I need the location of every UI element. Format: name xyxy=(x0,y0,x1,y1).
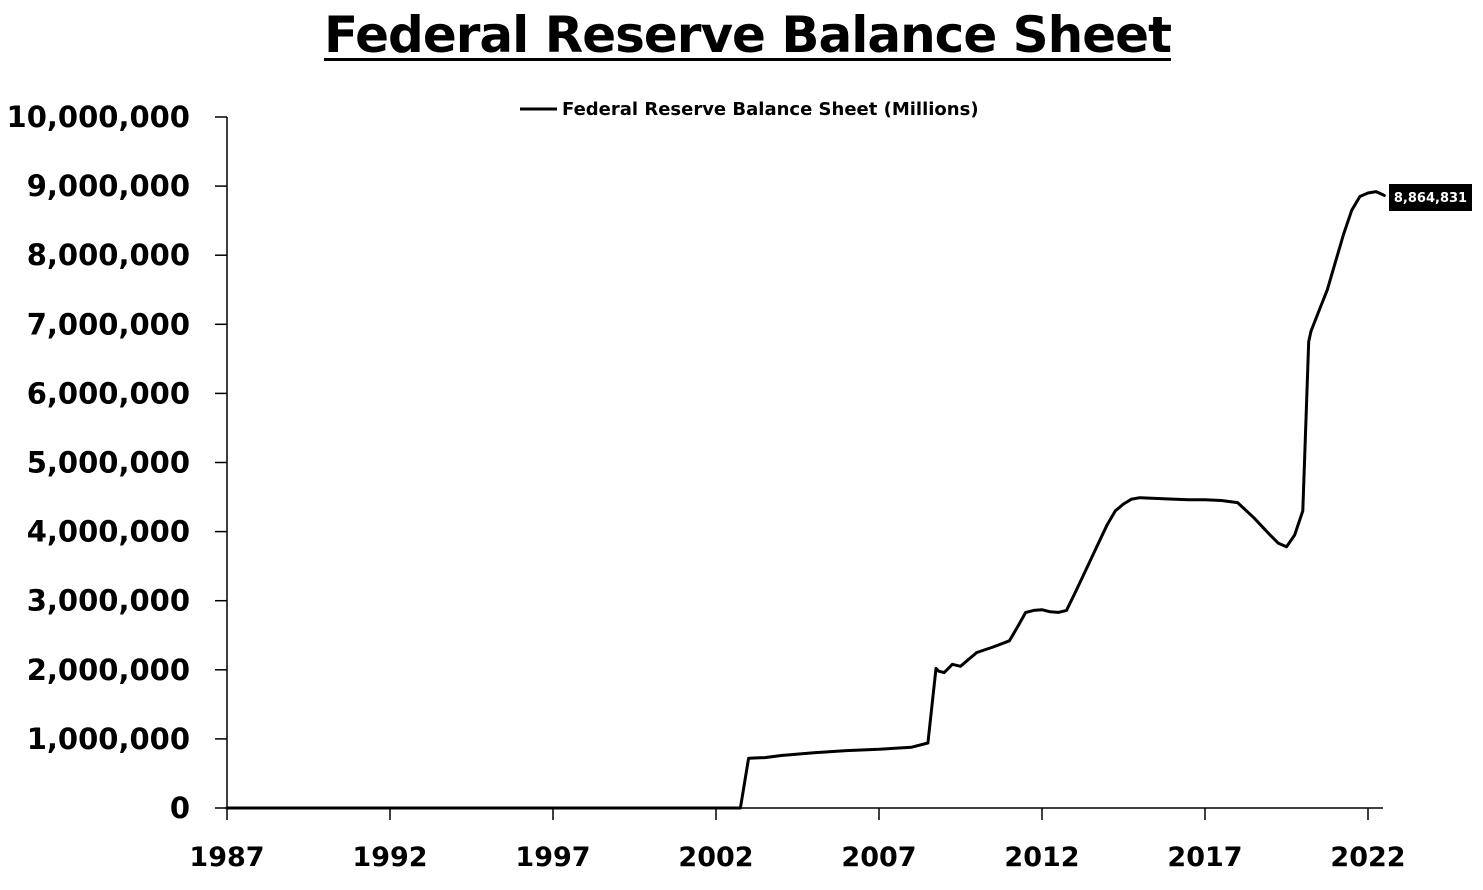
x-tick-label: 1992 xyxy=(352,842,427,873)
y-tick-label: 7,000,000 xyxy=(27,307,190,341)
x-tick-label: 2022 xyxy=(1330,842,1405,873)
y-tick-label: 2,000,000 xyxy=(27,653,190,687)
y-tick-label: 4,000,000 xyxy=(27,515,190,549)
axes xyxy=(226,117,1383,809)
x-axis-ticks: 1987 1992 1997 2002 2007 2012 2017 2022 xyxy=(189,808,1406,873)
chart-title: Federal Reserve Balance Sheet xyxy=(324,6,1172,64)
y-tick-label: 5,000,000 xyxy=(27,446,190,480)
series-line xyxy=(225,190,1386,810)
y-tick-label: 3,000,000 xyxy=(27,584,190,618)
y-tick-label: 9,000,000 xyxy=(27,169,190,203)
y-tick-label: 0 xyxy=(170,791,190,825)
x-tick-label: 2007 xyxy=(841,842,916,873)
end-label-box xyxy=(1389,184,1472,211)
y-tick-label: 1,000,000 xyxy=(27,722,190,756)
y-axis-ticks: 0 1,000,000 2,000,000 3,000,000 4,000,000 5,0… xyxy=(7,100,227,825)
end-value-label: 8,864,831 xyxy=(1389,184,1472,211)
end-label-text: 8,864,831 xyxy=(1394,191,1467,206)
series-lines xyxy=(225,190,1386,810)
legend: Federal Reserve Balance Sheet (Millions) xyxy=(520,99,979,120)
x-tick-label: 2012 xyxy=(1004,842,1079,873)
x-tick-label: 1997 xyxy=(515,842,590,873)
x-tick-label: 1987 xyxy=(189,842,264,873)
legend-label: Federal Reserve Balance Sheet (Millions) xyxy=(562,99,979,120)
x-tick-label: 2002 xyxy=(678,842,753,873)
y-tick-label: 10,000,000 xyxy=(7,100,190,134)
x-tick-label: 2017 xyxy=(1167,842,1242,873)
y-tick-label: 6,000,000 xyxy=(27,376,190,410)
y-tick-label: 8,000,000 xyxy=(27,238,190,272)
